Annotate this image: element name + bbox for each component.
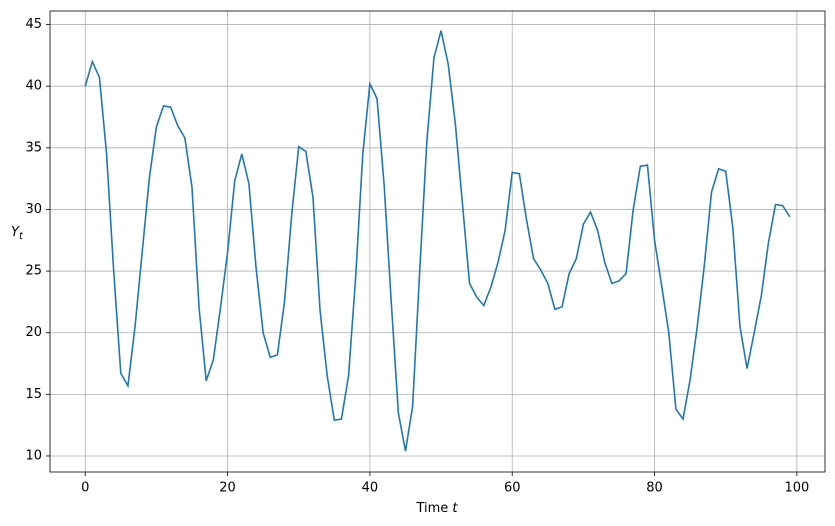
x-tick-label: 80 <box>646 481 663 496</box>
y-tick-label: 30 <box>25 202 42 217</box>
plot-frame <box>49 10 826 473</box>
x-tick-label: 100 <box>784 481 809 496</box>
x-tick-label: 0 <box>81 481 89 496</box>
line-series <box>84 30 791 452</box>
x-tick-label: 60 <box>504 481 521 496</box>
y-label-main: Y <box>11 225 20 240</box>
y-tick-label: 45 <box>25 17 42 32</box>
x-label-italic: t <box>452 501 458 516</box>
y-tick-label: 40 <box>25 79 42 94</box>
x-label-main: Time <box>415 501 452 516</box>
x-axis-label: Time t <box>415 501 458 516</box>
y-tick-label: 35 <box>25 140 42 155</box>
y-tick-label: 15 <box>25 387 42 402</box>
y-axis-label: Yt <box>11 225 24 243</box>
y-label-sub: t <box>19 231 24 242</box>
x-tick-label: 20 <box>219 481 236 496</box>
y-tick-label: 25 <box>25 264 42 279</box>
x-tick-label: 40 <box>362 481 379 496</box>
y-tick-label: 10 <box>25 448 42 463</box>
y-tick-label: 20 <box>25 325 42 340</box>
